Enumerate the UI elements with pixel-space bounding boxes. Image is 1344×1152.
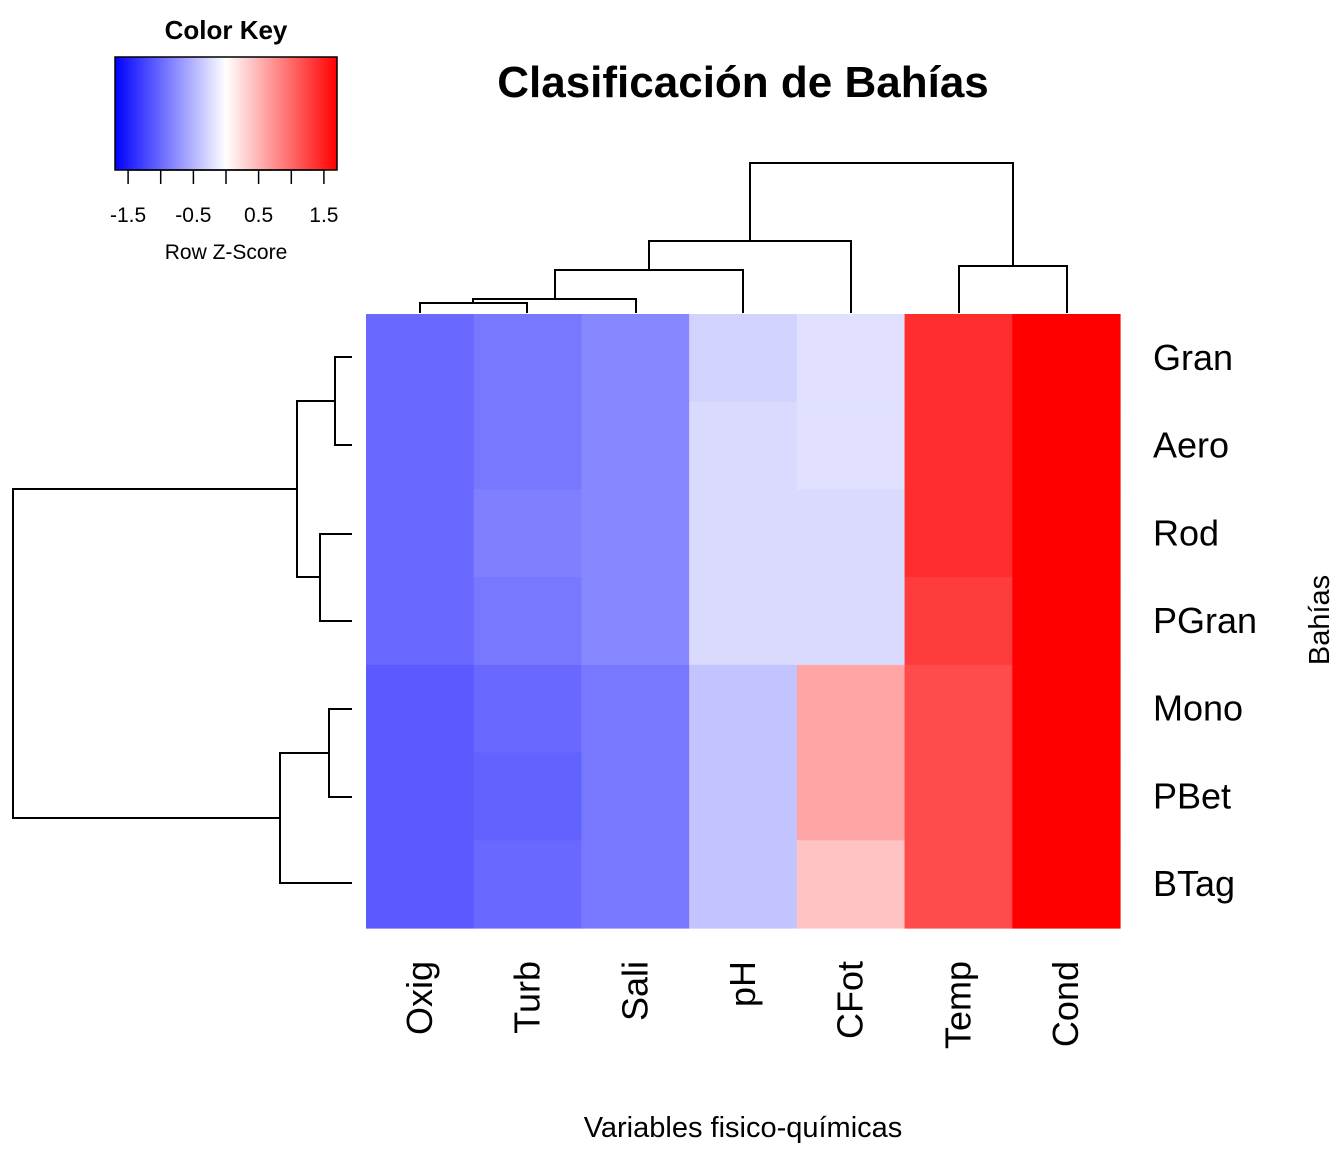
heatmap-cell-gran-cond bbox=[1012, 314, 1121, 403]
color-key-tick-label: -0.5 bbox=[175, 204, 211, 227]
heatmap-cell-aero-temp bbox=[904, 401, 1013, 491]
row-dendro-branch-rod-pgran bbox=[319, 533, 352, 622]
column-label-cfot: CFot bbox=[830, 961, 871, 1039]
row-dendrogram bbox=[12, 356, 352, 884]
heatmap-cell-mono-turb bbox=[473, 664, 583, 754]
heatmap-cell-pgran-sali bbox=[581, 577, 690, 666]
chart-title: Clasificación de Bahías bbox=[497, 58, 989, 107]
heatmap-cell-rod-oxig bbox=[366, 489, 475, 578]
heatmap-cell-pbet-temp bbox=[904, 752, 1013, 841]
row-label-mono: Mono bbox=[1153, 688, 1243, 729]
heatmap-cell-gran-sali bbox=[581, 314, 690, 403]
row-label-pgran: PGran bbox=[1153, 600, 1257, 641]
heatmap-cell-aero-cfot bbox=[796, 401, 906, 491]
col-dendro-branch-ph bbox=[554, 269, 744, 313]
heatmap-cell-mono-cfot bbox=[796, 664, 906, 754]
col-dendro-branch-sali bbox=[472, 298, 637, 313]
heatmap-cell-gran-oxig bbox=[366, 314, 475, 403]
heatmap-cell-pgran-temp bbox=[904, 577, 1013, 666]
heatmap-cell-rod-turb bbox=[473, 489, 583, 578]
heatmap-cell-btag-ph bbox=[689, 840, 798, 929]
column-label-temp: Temp bbox=[937, 961, 978, 1049]
row-dendro-branch-mono-pbet bbox=[328, 708, 352, 798]
col-dendro-branch-temp-cond bbox=[958, 265, 1068, 313]
column-label-ph: pH bbox=[722, 961, 763, 1007]
heatmap-cell-gran-ph bbox=[689, 314, 798, 403]
heatmap-cell-rod-sali bbox=[581, 489, 690, 578]
heatmap-cell-pbet-ph bbox=[689, 752, 798, 841]
color-key-label: Row Z-Score bbox=[165, 241, 288, 264]
col-dendro-branch-cfot bbox=[648, 240, 852, 313]
column-label-cond: Cond bbox=[1045, 961, 1086, 1047]
row-label-pbet: PBet bbox=[1153, 775, 1231, 816]
heatmap-cell-rod-cond bbox=[1012, 489, 1121, 578]
column-label-sali: Sali bbox=[614, 961, 655, 1021]
heatmap-cell-aero-sali bbox=[581, 401, 690, 491]
column-label-turb: Turb bbox=[507, 961, 548, 1034]
row-dendro-cluster-upper bbox=[296, 400, 335, 578]
color-key-tick-label: 1.5 bbox=[309, 204, 338, 227]
heatmap-cell-pgran-turb bbox=[473, 577, 583, 666]
y-axis-label: Bahías bbox=[1304, 575, 1336, 665]
heatmap-cell-btag-cfot bbox=[796, 840, 906, 929]
heatmap-cell-mono-cond bbox=[1012, 664, 1121, 754]
color-key-title: Color Key bbox=[165, 15, 288, 45]
color-key-ticks: -1.5 -0.5 0.5 1.5 bbox=[110, 169, 339, 227]
heatmap-cell-aero-ph bbox=[689, 401, 798, 491]
heatmap-cell-btag-oxig bbox=[366, 840, 475, 929]
heatmap-cell-gran-turb bbox=[473, 314, 583, 403]
row-dendro-root bbox=[12, 488, 297, 819]
col-dendro-root bbox=[749, 162, 1014, 266]
heatmap-cell-mono-sali bbox=[581, 664, 690, 754]
row-label-btag: BTag bbox=[1153, 863, 1235, 904]
heatmap-cell-btag-cond bbox=[1012, 840, 1121, 929]
color-key-tick-label: -1.5 bbox=[110, 204, 146, 227]
color-key: Color Key -1.5 -0.5 0.5 1.5 Row Z-Score bbox=[110, 15, 338, 264]
heatmap-cells bbox=[366, 314, 1121, 929]
heatmap-cell-mono-ph bbox=[689, 664, 798, 754]
heatmap-cell-pgran-ph bbox=[689, 577, 798, 666]
heatmap-cell-gran-cfot bbox=[796, 314, 906, 403]
heatmap-cell-btag-turb bbox=[473, 840, 583, 929]
heatmap-cell-rod-ph bbox=[689, 489, 798, 578]
heatmap-cell-mono-oxig bbox=[366, 664, 475, 754]
heatmap-cell-rod-cfot bbox=[796, 489, 906, 578]
row-label-rod: Rod bbox=[1153, 512, 1219, 553]
row-label-gran: Gran bbox=[1153, 337, 1233, 378]
heatmap-cell-pbet-oxig bbox=[366, 752, 475, 841]
col-dendro-branch-oxig-turb bbox=[419, 302, 528, 313]
heatmap-cell-pbet-sali bbox=[581, 752, 690, 841]
column-label-oxig: Oxig bbox=[399, 961, 440, 1035]
row-dendro-branch-gran-aero bbox=[334, 356, 352, 446]
heatmap-cell-pbet-turb bbox=[473, 752, 583, 841]
heatmap-cell-mono-temp bbox=[904, 664, 1013, 754]
heatmap-cell-btag-temp bbox=[904, 840, 1013, 929]
heatmap-cell-pgran-oxig bbox=[366, 577, 475, 666]
heatmap-cell-gran-temp bbox=[904, 314, 1013, 403]
row-labels: Gran Aero Rod PGran Mono PBet BTag bbox=[1153, 337, 1257, 904]
heatmap-cell-pgran-cond bbox=[1012, 577, 1121, 666]
heatmap-cell-pbet-cond bbox=[1012, 752, 1121, 841]
row-label-aero: Aero bbox=[1153, 425, 1229, 466]
heatmap-cell-btag-sali bbox=[581, 840, 690, 929]
heatmap-cell-aero-turb bbox=[473, 401, 583, 491]
heatmap-cell-rod-temp bbox=[904, 489, 1013, 578]
column-labels: Oxig Turb Sali pH CFot Temp Cond bbox=[399, 961, 1086, 1049]
heatmap-cell-aero-oxig bbox=[366, 401, 475, 491]
row-dendro-cluster-lower bbox=[279, 752, 352, 884]
color-key-bar bbox=[114, 56, 338, 171]
x-axis-label: Variables fisico-químicas bbox=[584, 1112, 903, 1144]
heatmap-cell-pgran-cfot bbox=[796, 577, 906, 666]
heatmap-cell-pbet-cfot bbox=[796, 752, 906, 841]
heatmap-cell-aero-cond bbox=[1012, 401, 1121, 491]
color-key-tick-label: 0.5 bbox=[244, 204, 273, 227]
column-dendrogram bbox=[419, 162, 1068, 313]
